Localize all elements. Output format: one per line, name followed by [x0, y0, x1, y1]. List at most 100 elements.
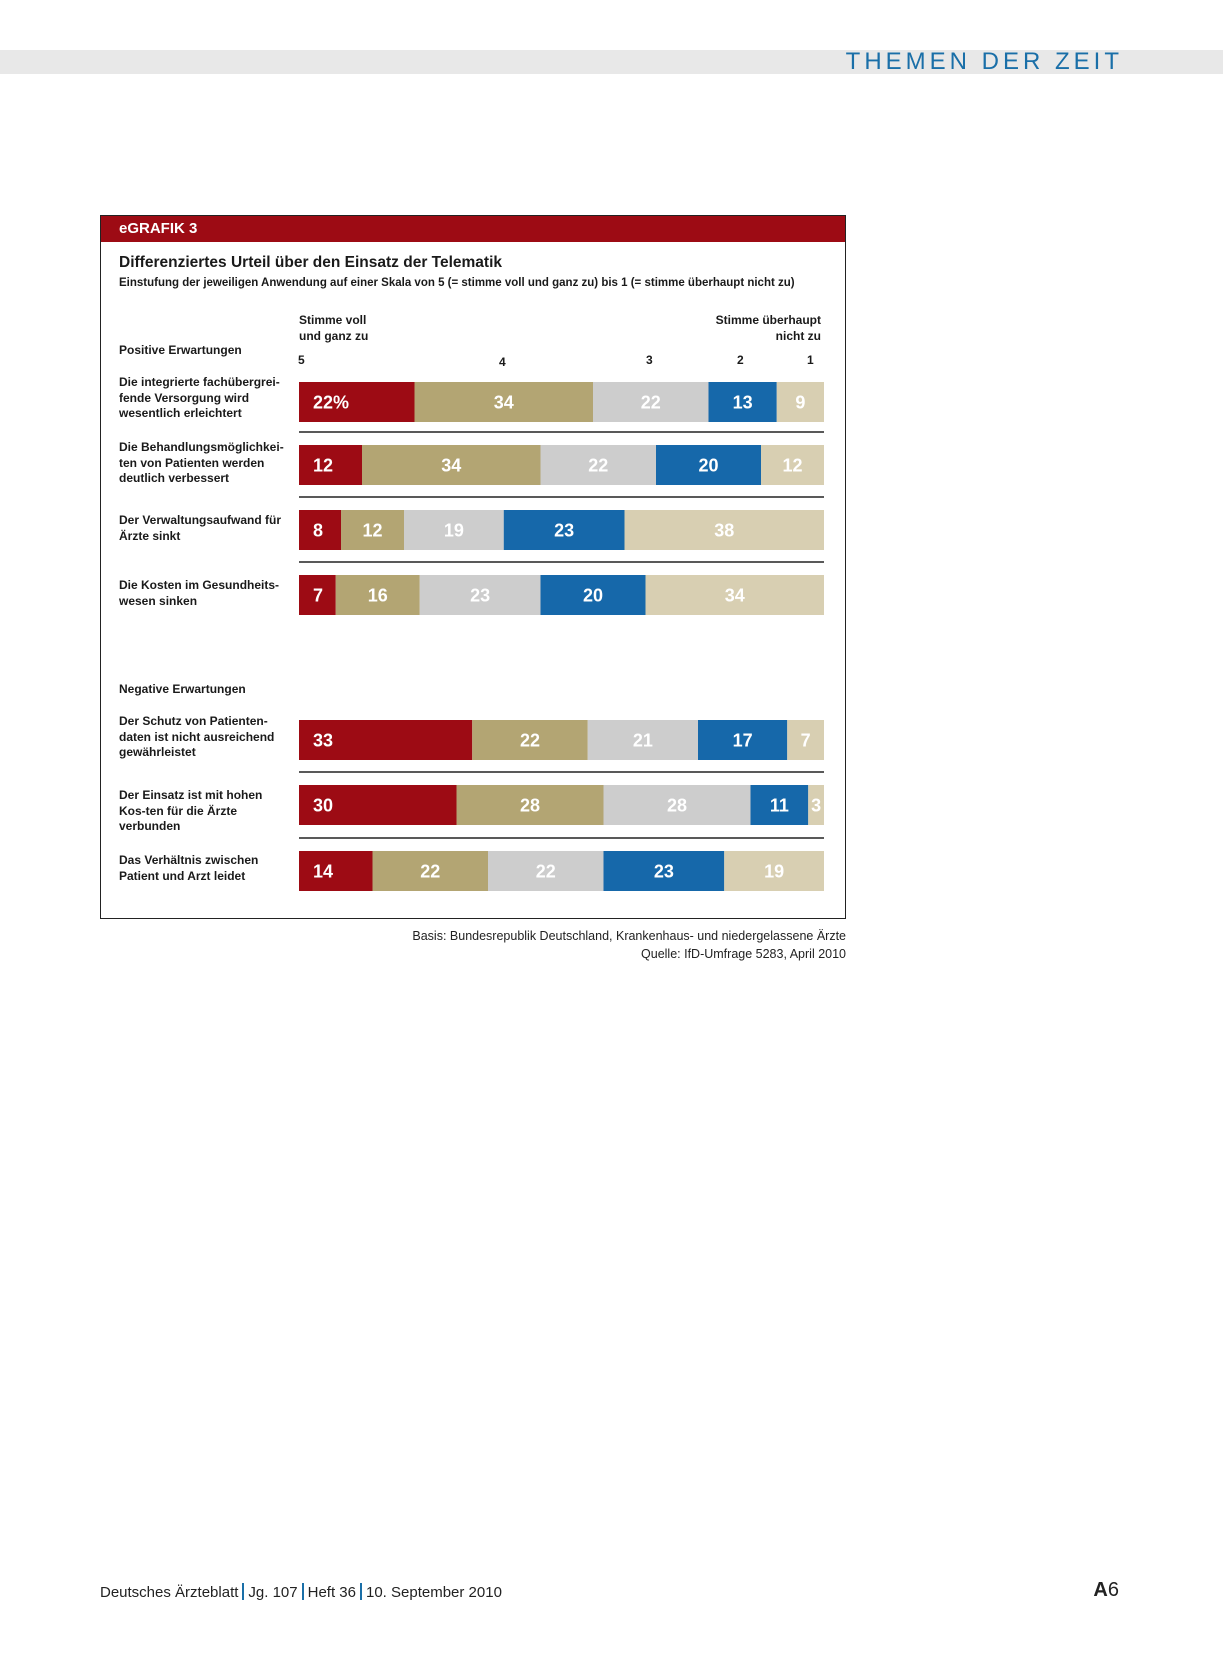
header-strip [0, 50, 1223, 74]
bar-segment-5 [299, 720, 473, 760]
bar-value-label: 20 [698, 456, 718, 476]
bar-segment-1 [761, 445, 824, 485]
bar-value-label: 11 [770, 796, 789, 816]
bar-value-label: 13 [733, 393, 753, 413]
bar-value-label: 33 [313, 731, 333, 751]
footer-issue: Heft 36 [307, 1584, 356, 1601]
bar-segment-5 [299, 382, 415, 422]
bar-value-label: 22 [420, 862, 440, 882]
footer-volume: Jg. 107 [248, 1584, 298, 1601]
group-title-negative: Negative Erwartungen [119, 682, 246, 696]
bar-segment-5 [299, 510, 341, 550]
bar-value-label: 14 [313, 862, 333, 882]
bar-segment-3 [488, 851, 604, 891]
bar-value-label: 20 [583, 586, 603, 606]
bar-value-label: 19 [764, 862, 784, 882]
page-prefix: A [1093, 1579, 1108, 1601]
bar-value-label: 28 [667, 796, 687, 816]
bar-segment-4 [341, 510, 404, 550]
bar-segment-5 [299, 851, 373, 891]
bar-value-label: 22 [536, 862, 556, 882]
bar-value-label: 22% [313, 393, 349, 413]
bar-value-label: 30 [313, 796, 333, 816]
section-title: THEMEN DER ZEIT [845, 48, 1123, 75]
bar-value-label: 7 [313, 586, 323, 606]
row-label: Der Verwaltungsaufwand für Ärzte sinkt [119, 513, 282, 543]
stacked-bars-plot: 22% 34 22 13 912 34 22 20 128 12 19 23 387 16 23 20 3433… [299, 382, 824, 891]
bar-value-label: 34 [441, 456, 461, 476]
scale-point-3: 3 [646, 353, 653, 367]
bar-value-label: 23 [470, 586, 490, 606]
bar-segment-2 [656, 445, 761, 485]
bar-segment-1 [776, 382, 824, 422]
bar-value-label: 12 [313, 456, 333, 476]
bar-segment-2 [708, 382, 777, 422]
bar-value-label: 22 [588, 456, 608, 476]
bar-segment-1 [645, 575, 824, 615]
bar-segment-3 [593, 382, 709, 422]
footer-divider [360, 1583, 362, 1600]
bar-value-label: 28 [520, 796, 540, 816]
row-label: Die integrierte fachübergrei-fende Verso… [119, 375, 280, 420]
scale-label-left: Stimme voll und ganz zu [299, 313, 369, 343]
source-basis: Basis: Bundesrepublik Deutschland, Krank… [412, 929, 846, 943]
page-number-value: 6 [1107, 1579, 1119, 1601]
bar-segment-2 [750, 785, 809, 825]
row-label: Der Schutz von Patienten-daten ist nicht… [119, 714, 275, 759]
scale-label-right: Stimme überhaupt nicht zu [715, 313, 821, 343]
bar-segment-4 [414, 382, 593, 422]
bar-segment-3 [404, 510, 504, 550]
bar-segment-3 [587, 720, 698, 760]
source-quelle: Quelle: IfD-Umfrage 5283, April 2010 [641, 947, 846, 961]
bar-value-label: 7 [801, 731, 811, 751]
bar-segment-3 [419, 575, 541, 615]
chart-subtitle: Einstufung der jeweiligen Anwendung auf … [119, 277, 795, 289]
bar-value-label: 16 [368, 586, 388, 606]
bar-value-label: 9 [795, 393, 805, 413]
bar-segment-3 [540, 445, 656, 485]
bar-segment-4 [335, 575, 420, 615]
bar-value-label: 17 [733, 731, 753, 751]
bar-segment-1 [808, 785, 824, 825]
bar-value-label: 34 [725, 586, 745, 606]
row-label: Der Einsatz ist mit hohen Kos-ten für di… [119, 788, 263, 833]
footer-date: 10. September 2010 [366, 1584, 502, 1601]
footer-journal: Deutsches Ärzteblatt [100, 1584, 239, 1601]
scale-point-4: 4 [499, 355, 506, 369]
bar-segment-2 [503, 510, 625, 550]
row-label: Das Verhältnis zwischen Patient und Arzt… [119, 853, 259, 883]
bar-segment-5 [299, 575, 336, 615]
bar-segment-5 [299, 785, 457, 825]
bar-segment-4 [372, 851, 488, 891]
bar-value-label: 3 [811, 796, 821, 816]
bar-segment-1 [724, 851, 824, 891]
bar-segment-3 [603, 785, 751, 825]
bar-value-label: 22 [520, 731, 540, 751]
bar-value-label: 38 [714, 521, 734, 541]
scale-point-5: 5 [298, 353, 305, 367]
bar-segment-4 [362, 445, 541, 485]
bar-segment-5 [299, 445, 362, 485]
bar-segment-1 [624, 510, 824, 550]
bar-segment-4 [472, 720, 588, 760]
bar-value-label: 23 [554, 521, 574, 541]
bar-segment-2 [698, 720, 788, 760]
scale-point-1: 1 [807, 353, 814, 367]
bar-segment-2 [603, 851, 725, 891]
bar-value-label: 21 [633, 731, 653, 751]
row-label: Die Behandlungsmöglichkei-ten von Patien… [119, 440, 284, 485]
footer-divider [301, 1583, 304, 1600]
bar-value-label: 19 [444, 521, 464, 541]
bar-value-label: 8 [313, 521, 323, 541]
footer-citation: Deutsches Ärzteblatt Jg. 107 Heft 36 10. Se… [100, 1583, 502, 1601]
bar-segment-1 [787, 720, 824, 760]
bar-value-label: 23 [654, 862, 674, 882]
row-label: Die Kosten im Gesundheits-wesen sinken [119, 578, 280, 608]
group-title-positive: Positive Erwartungen [119, 343, 242, 357]
bar-value-label: 12 [782, 456, 802, 476]
bar-value-label: 34 [494, 393, 514, 413]
chart-header: eGRAFIK 3 [101, 216, 845, 242]
footer-divider [242, 1583, 245, 1600]
bar-value-label: 22 [641, 393, 661, 413]
bar-segment-2 [540, 575, 646, 615]
